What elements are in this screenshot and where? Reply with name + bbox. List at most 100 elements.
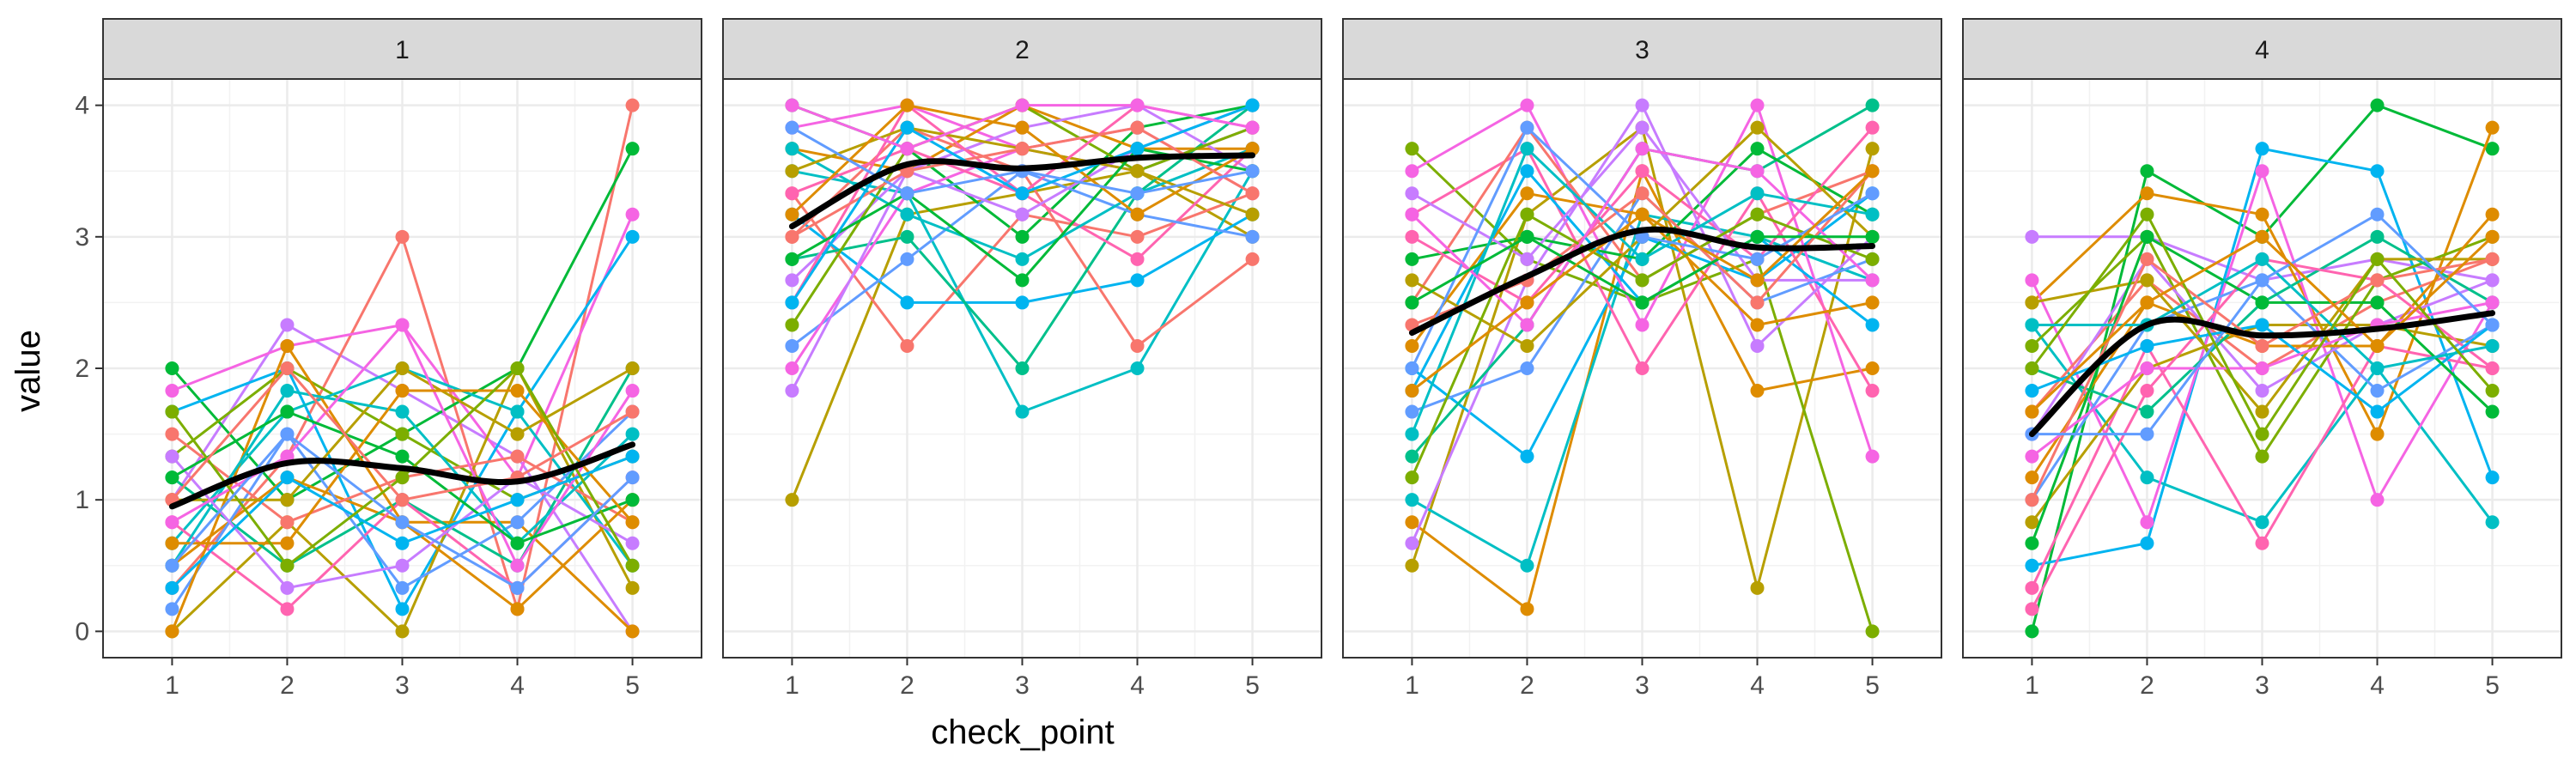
series-point [1865,384,1880,398]
series-point [1865,624,1880,639]
series-point [785,295,799,310]
series-point [625,580,640,595]
series-point [1750,384,1765,398]
series-point [510,404,525,419]
series-point [2485,142,2500,156]
series-point [280,318,295,332]
series-point [1405,536,1419,550]
series-point [1865,142,1880,156]
series-point [1520,449,1534,464]
series-point [395,361,410,375]
series-point [2485,470,2500,485]
series-point [510,493,525,507]
x-tick-label: 2 [2140,671,2154,700]
series-point [1635,295,1649,310]
series-point [785,252,799,266]
series-point [1405,207,1419,222]
series-point [785,164,799,179]
series-point [1405,515,1419,530]
series-point [510,515,525,530]
series-point [1015,98,1030,112]
series-point [1405,361,1419,375]
series-point [1405,164,1419,179]
series-point [1750,98,1765,112]
series-point [395,384,410,398]
series-point [625,207,640,222]
series-point [1520,186,1534,201]
y-tick-label: 4 [75,92,89,120]
series-point [1245,186,1260,201]
series-point [510,580,525,595]
series-point [2485,229,2500,244]
x-tick-label: 4 [1750,671,1765,700]
x-tick-label: 5 [625,671,640,700]
series-point [1015,229,1030,244]
series-point [1245,120,1260,135]
series-point [2025,318,2039,332]
series-point [510,361,525,375]
series-point [395,515,410,530]
panels-layer: 1 1 2 3 4 5 0 1 2 3 4 2 1 2 3 4 5 3 1 2 3 4 5 4 1 2 3 4 5 [75,18,2562,700]
series-point [1015,207,1030,222]
series-point [1130,186,1145,201]
series-point [1405,186,1419,201]
x-tick-label: 3 [1015,671,1030,700]
series-point [625,98,640,112]
facet-strip [102,18,702,80]
x-tick-label: 3 [1635,671,1649,700]
series-point [2255,252,2269,266]
series-point [2370,252,2385,266]
series-point [1130,164,1145,179]
series-point [1130,142,1145,156]
x-tick-label: 5 [1865,671,1880,700]
series-point [2370,229,2385,244]
series-point [395,318,410,332]
series-point [2370,273,2385,288]
series-point [1520,361,1534,375]
series-point [2370,361,2385,375]
series-point [1245,229,1260,244]
series-point [1635,186,1649,201]
series-point [2485,338,2500,353]
series-point [2485,252,2500,266]
series-point [1635,207,1649,222]
series-point [280,427,295,441]
series-point [510,449,525,464]
series-point [1750,252,1765,266]
series-point [1015,142,1030,156]
series-point [2370,98,2385,112]
series-point [1865,295,1880,310]
series-point [280,338,295,353]
series-point [2140,384,2154,398]
series-point [1750,295,1765,310]
series-point [2140,338,2154,353]
series-point [280,404,295,419]
x-tick-label: 1 [1405,671,1419,700]
series-point [165,515,179,530]
x-tick-label: 2 [900,671,914,700]
series-point [2140,273,2154,288]
series-point [785,361,799,375]
series-point [280,602,295,616]
series-point [1750,273,1765,288]
series-point [2255,384,2269,398]
series-point [1015,120,1030,135]
series-point [2485,120,2500,135]
series-point [1130,338,1145,353]
series-point [2370,207,2385,222]
series-point [2140,252,2154,266]
series-point [2370,404,2385,419]
series-point [2370,338,2385,353]
series-point [1520,318,1534,332]
series-point [280,558,295,573]
facet-strip [1962,18,2562,80]
y-axis-title: value [9,330,47,412]
series-point [900,338,914,353]
series-point [1405,384,1419,398]
series-point [1750,318,1765,332]
series-point [1015,273,1030,288]
series-point [2025,338,2039,353]
series-point [1015,295,1030,310]
series-point [395,427,410,441]
series-point [395,404,410,419]
